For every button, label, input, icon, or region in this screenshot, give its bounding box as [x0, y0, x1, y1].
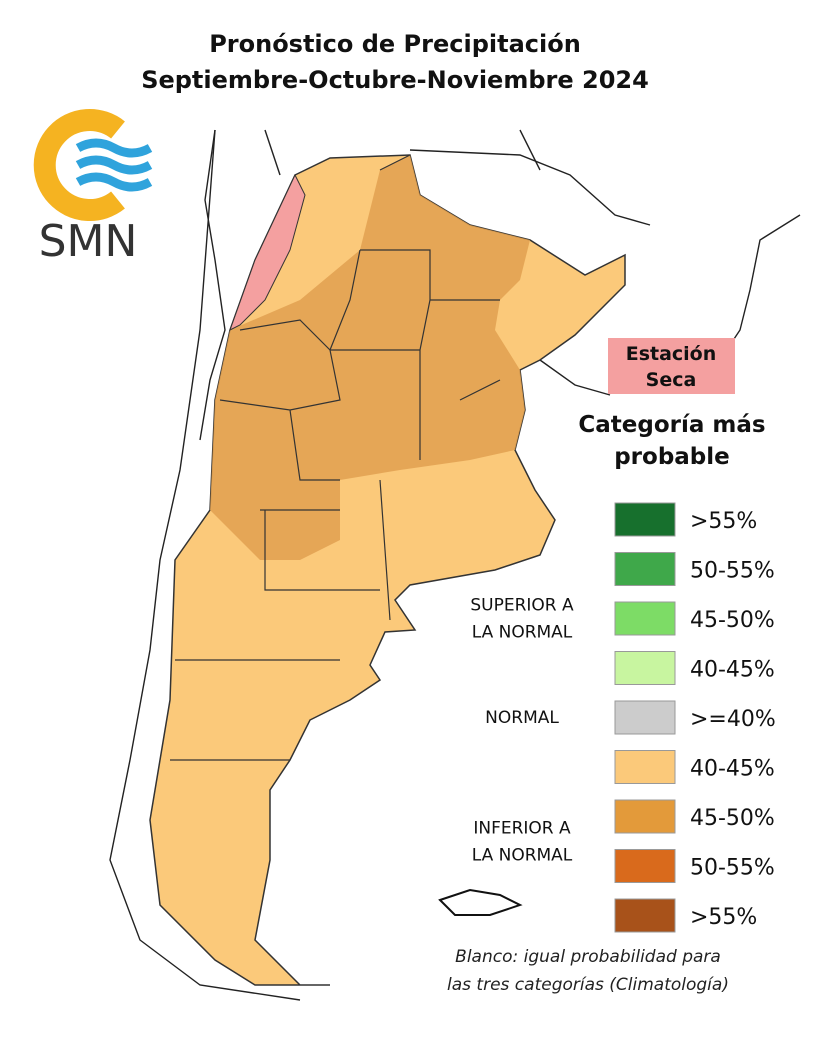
border-line	[409, 149, 651, 226]
legend-swatch	[614, 849, 676, 883]
legend-swatch	[614, 502, 676, 537]
group-label: LA NORMAL	[472, 845, 573, 865]
border-line	[264, 129, 281, 176]
note: Blanco: igual probabilidad para	[455, 947, 721, 967]
dry-season-label: Seca	[646, 369, 697, 391]
legend-title: probable	[614, 444, 730, 470]
legend-swatch	[614, 750, 676, 784]
legend-label: 40-45%	[690, 757, 775, 782]
province-lines	[170, 154, 501, 761]
dry-season-area	[229, 173, 306, 332]
border-line	[199, 129, 226, 441]
legend-swatch	[614, 552, 676, 586]
legend-label: 45-50%	[690, 806, 775, 831]
legend-title: Categoría más	[578, 412, 765, 438]
logo-text: SMN	[39, 216, 138, 267]
argentina-map	[149, 154, 626, 986]
dry-season-swatch	[608, 338, 735, 394]
logo-wave	[75, 138, 153, 158]
legend-label: >55%	[690, 509, 757, 534]
logo-wave	[75, 155, 153, 175]
legend-label: 40-45%	[690, 658, 775, 683]
note: las tres categorías (Climatología)	[447, 975, 729, 995]
legend-label: 50-55%	[690, 856, 775, 881]
legend-swatch	[614, 700, 676, 735]
border-line	[519, 129, 541, 171]
group-label: NORMAL	[485, 708, 559, 728]
group-label: LA NORMAL	[472, 623, 573, 643]
legend-swatch	[614, 601, 676, 636]
logo-wave	[75, 172, 153, 192]
group-label: INFERIOR A	[473, 818, 571, 838]
border-line	[539, 359, 611, 396]
legend-label: 45-50%	[690, 608, 775, 633]
legend: >55% 50-55% 45-50% 40-45% >=40% 40-45% 45-50% 5…	[470, 502, 776, 933]
region-45-50	[210, 155, 530, 560]
legend-swatch	[614, 799, 676, 834]
neighbour-borders	[109, 129, 801, 1001]
title-line: Septiembre-Octubre-Noviembre 2024	[141, 66, 649, 94]
legend-label: 50-55%	[690, 559, 775, 584]
dry-season-label: Estación	[626, 343, 717, 365]
legend-label: >=40%	[690, 707, 776, 732]
legend-swatch	[614, 898, 676, 933]
legend-swatch	[614, 651, 676, 685]
group-label: SUPERIOR A	[470, 596, 574, 616]
malvinas	[438, 888, 523, 916]
title-line: Pronóstico de Precipitación	[209, 30, 581, 58]
smn-logo: SMN	[33, 109, 153, 267]
chile-coast	[109, 129, 301, 1001]
logo-arc	[33, 109, 125, 221]
legend-label: >55%	[690, 905, 757, 930]
